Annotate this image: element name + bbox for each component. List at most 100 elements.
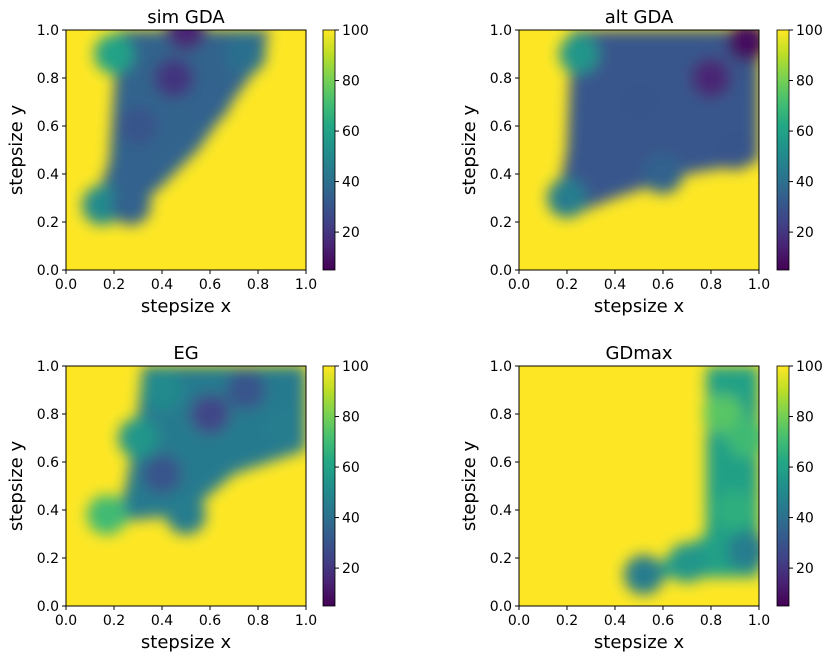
colorbar-tick-label: 40 <box>342 175 360 191</box>
x-tick-label: 0.8 <box>700 277 722 293</box>
heatmap-cells <box>547 30 759 218</box>
y-tick-label: 0.4 <box>37 167 59 183</box>
axes-frame <box>65 365 307 607</box>
x-tick-label: 1.0 <box>748 613 770 629</box>
colorbar-tick-label: 80 <box>342 74 360 90</box>
heatmap-cell <box>727 418 759 458</box>
chart-title: EG <box>173 343 198 364</box>
y-tick-label: 0.2 <box>37 215 59 231</box>
heatmap-cell <box>190 394 230 434</box>
x-tick-label: 0.0 <box>55 277 77 293</box>
y-tick-label: 0.6 <box>490 455 512 471</box>
heatmap-cell <box>86 494 127 535</box>
heatmap-cell <box>82 185 122 226</box>
heatmap-cell <box>559 34 599 74</box>
y-tick-label: 1.0 <box>490 23 512 39</box>
colorbar-tick-label: 60 <box>796 124 814 140</box>
y-tick-label: 1.0 <box>37 359 59 375</box>
heatmap-cell <box>643 154 683 194</box>
y-tick-label: 0.4 <box>37 503 59 519</box>
y-tick-label: 0.2 <box>37 551 59 567</box>
heatmap-cell <box>226 34 266 74</box>
y-tick-label: 0.2 <box>490 215 512 231</box>
panel-4: 0.0 0.2 0.4 0.6 0.8 1.0 0.0 0.2 0.4 0.6 0.8 1.0 GDma… <box>459 343 823 653</box>
heatmap-cell <box>118 418 158 458</box>
y-axis-label: stepsize y <box>459 441 480 532</box>
y-tick-label: 0.6 <box>37 455 59 471</box>
x-axis-label: stepsize x <box>594 632 685 652</box>
colorbar-tick-label: 80 <box>342 410 360 426</box>
x-tick-label: 0.8 <box>247 613 269 629</box>
colorbar-tick-label: 100 <box>342 359 369 375</box>
colorbar <box>322 365 336 607</box>
heatmap-cell <box>118 154 158 194</box>
heatmap-cells <box>623 366 759 595</box>
x-tick-label: 0.0 <box>508 277 530 293</box>
x-tick-label: 0.4 <box>151 613 173 629</box>
x-axis-label: stepsize x <box>594 296 685 317</box>
colorbar-tick-label: 20 <box>342 561 360 577</box>
heatmap-cell <box>667 542 707 583</box>
x-axis-label: stepsize x <box>141 296 232 317</box>
x-tick-label: 0.0 <box>55 613 77 629</box>
y-tick-label: 1.0 <box>490 359 512 375</box>
heatmap-cell <box>619 82 659 122</box>
heatmap-cell <box>166 30 206 50</box>
x-tick-label: 0.4 <box>151 277 173 293</box>
y-tick-label: 0.4 <box>490 167 512 183</box>
x-tick-label: 0.6 <box>652 613 674 629</box>
y-tick-label: 0.8 <box>490 71 512 87</box>
y-axis-label: stepsize y <box>6 105 27 196</box>
chart-title: sim GDA <box>147 7 225 28</box>
heatmap-cell <box>94 34 134 74</box>
x-tick-label: 0.0 <box>508 613 530 629</box>
y-tick-label: 1.0 <box>37 23 59 39</box>
heatmap-cell <box>226 370 266 410</box>
colorbar-tick-label: 100 <box>796 359 823 375</box>
colorbar-tick-label: 60 <box>796 460 814 476</box>
colorbar-tick-label: 20 <box>342 225 360 241</box>
heatmap-cell <box>154 58 194 98</box>
colorbar-tick-label: 80 <box>796 410 814 426</box>
panel-3: 0.0 0.2 0.4 0.6 0.8 1.0 0.0 0.2 0.4 0.6 0.8 1.0 EG st… <box>6 343 369 653</box>
y-tick-label: 0.8 <box>37 407 59 423</box>
heatmap-cells <box>82 30 270 226</box>
heatmap-cell <box>727 30 759 62</box>
colorbar <box>776 365 790 607</box>
colorbar <box>322 29 336 271</box>
axes-frame <box>518 29 760 271</box>
x-tick-label: 1.0 <box>748 277 770 293</box>
heatmap-cell <box>142 370 182 410</box>
axes-frame <box>518 365 760 607</box>
heatmap-cells <box>86 366 306 535</box>
x-tick-label: 0.2 <box>103 277 125 293</box>
axes-frame <box>65 29 307 271</box>
y-tick-label: 0.0 <box>490 263 512 279</box>
heatmap-cell <box>190 82 230 122</box>
y-tick-label: 0.6 <box>490 119 512 135</box>
colorbar-tick-label: 60 <box>342 460 360 476</box>
heatmap-cell <box>142 454 182 494</box>
heatmap-cell <box>262 406 302 446</box>
x-tick-label: 0.6 <box>652 277 674 293</box>
heatmap-cell <box>691 58 731 98</box>
y-tick-label: 0.4 <box>490 503 512 519</box>
colorbar-tick-label: 20 <box>796 561 814 577</box>
heatmap-cell <box>623 554 664 595</box>
y-tick-label: 0.0 <box>490 599 512 615</box>
y-tick-label: 0.6 <box>37 119 59 135</box>
heatmap-cell <box>547 178 587 218</box>
x-tick-label: 0.4 <box>604 613 626 629</box>
x-tick-label: 1.0 <box>295 613 317 629</box>
heatmap-cell <box>715 130 755 170</box>
x-tick-label: 0.2 <box>103 613 125 629</box>
x-tick-label: 1.0 <box>295 277 317 293</box>
x-tick-label: 0.8 <box>247 277 269 293</box>
x-tick-label: 0.8 <box>700 613 722 629</box>
colorbar-tick-label: 40 <box>796 175 814 191</box>
heatmap-cell <box>727 530 759 571</box>
y-axis-label: stepsize y <box>459 105 480 196</box>
y-tick-label: 0.0 <box>37 599 59 615</box>
